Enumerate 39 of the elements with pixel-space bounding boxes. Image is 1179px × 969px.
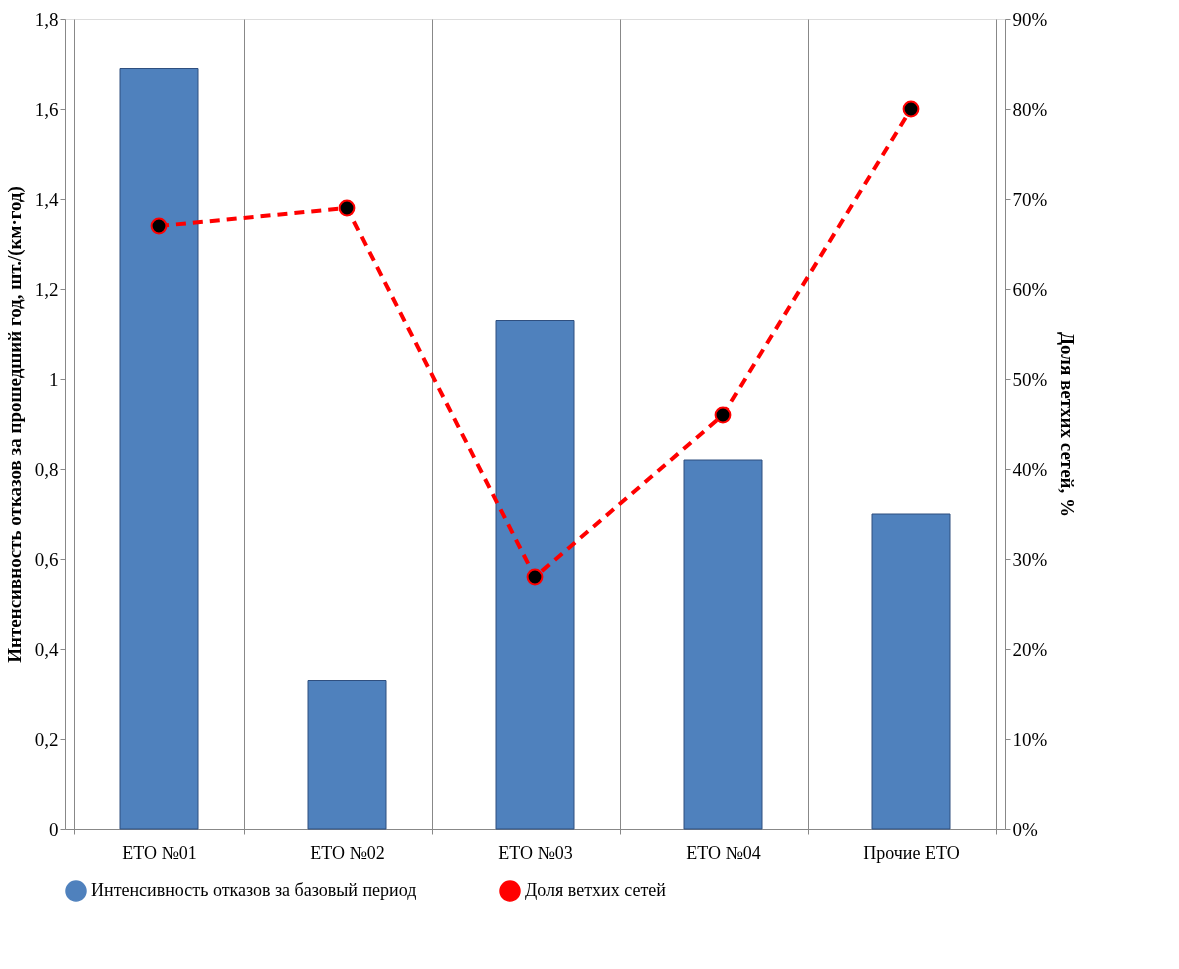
bar	[119, 68, 199, 830]
y2-tick-label: 40%	[1012, 458, 1048, 480]
y2-tick-label: 60%	[1012, 278, 1048, 300]
point	[714, 406, 732, 424]
x-tick-label: ЕТО №01	[122, 842, 197, 863]
y-tick-label: 0,6	[34, 548, 59, 570]
y-tick-label: 1,6	[34, 98, 59, 120]
point	[902, 100, 920, 118]
y-tick-label: 0,2	[34, 728, 59, 750]
y2-tick-label: 90%	[1012, 8, 1048, 30]
point	[150, 217, 168, 235]
y2-tick-label: 80%	[1012, 98, 1048, 120]
bar	[871, 513, 951, 830]
y-tick-label: 1,8	[34, 8, 59, 30]
y-tick-label: 1	[49, 368, 59, 390]
x-tick-label: ЕТО №02	[310, 842, 385, 863]
y2-axis-title: Доля ветхих сетей, %	[1057, 331, 1079, 518]
point	[338, 199, 356, 217]
x-tick-label: Прочие ЕТО	[863, 842, 960, 863]
bar	[495, 320, 575, 830]
y-tick-label: 0,8	[34, 458, 59, 480]
point	[526, 568, 544, 586]
bar	[683, 459, 763, 830]
legend-label: Интенсивность отказов за базовый период	[91, 880, 417, 900]
y-tick-label: 1,2	[34, 278, 59, 300]
y2-tick-label: 0%	[1012, 818, 1038, 840]
y2-tick-label: 10%	[1012, 728, 1048, 750]
y2-tick-label: 70%	[1012, 188, 1048, 210]
y2-tick-label: 50%	[1012, 368, 1048, 390]
y-tick-label: 1,4	[34, 188, 59, 210]
y2-tick-label: 30%	[1012, 548, 1048, 570]
x-tick-label: ЕТО №03	[498, 842, 573, 863]
legend-label: Доля ветхих сетей	[525, 880, 667, 900]
y-axis-title: Интенсивность отказов за прошедший год, шт./(км·год)	[3, 186, 26, 663]
y-tick-label: 0,4	[34, 638, 59, 660]
x-tick-label: ЕТО №04	[686, 842, 761, 863]
y-tick-label: 0	[49, 818, 59, 840]
bar	[307, 680, 387, 830]
y2-tick-label: 20%	[1012, 638, 1048, 660]
